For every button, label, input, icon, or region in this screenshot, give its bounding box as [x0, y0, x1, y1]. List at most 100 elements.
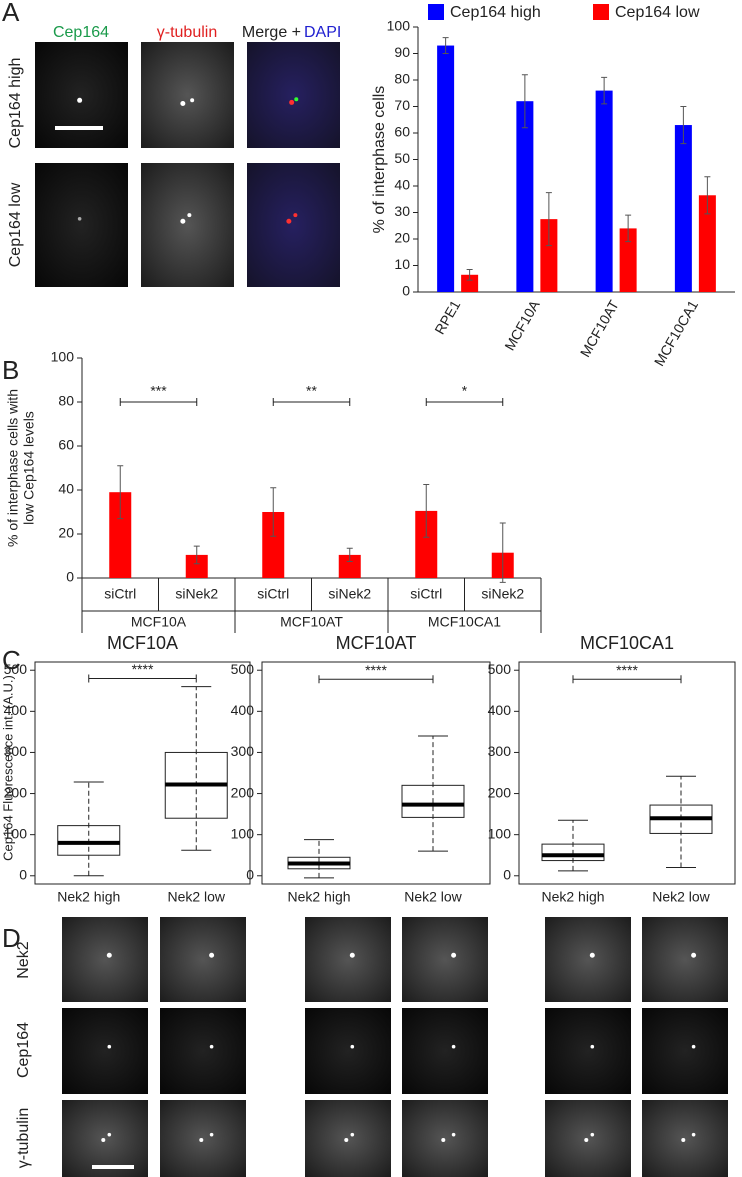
centrosome-spot — [286, 218, 292, 224]
bar — [595, 90, 613, 292]
legend-label: Cep164 high — [450, 4, 541, 21]
panel-letter: A — [2, 0, 20, 27]
centrosome-spot — [441, 1138, 446, 1143]
y-tick-label: 90 — [394, 44, 410, 60]
y-tick-label: 60 — [394, 124, 410, 140]
significance-bracket — [88, 674, 197, 683]
micrograph — [247, 42, 340, 148]
centrosome-spot — [106, 952, 112, 958]
error-bar — [423, 484, 430, 538]
whisker-cap — [181, 686, 212, 851]
centrosome-spot — [451, 1132, 456, 1137]
centrosome-spot — [190, 98, 195, 103]
micrograph — [305, 1008, 391, 1094]
x-tick-label: Nek2 high — [57, 889, 120, 905]
y-tick-label: 400 — [231, 702, 255, 718]
error-bar — [625, 214, 632, 243]
micrograph — [141, 42, 234, 148]
bar — [516, 101, 534, 292]
box — [57, 825, 121, 856]
x-tick-label: Nek2 low — [167, 889, 225, 905]
y-tick-label: 0 — [19, 866, 27, 882]
y-tick-label: 200 — [488, 784, 512, 800]
box — [541, 843, 605, 862]
y-tick-label: 0 — [66, 569, 74, 585]
centrosome-spot — [107, 1044, 112, 1049]
y-tick-label: 80 — [58, 393, 74, 409]
error-bar — [193, 545, 200, 565]
significance-label: * — [462, 383, 468, 399]
centrosome-spot — [451, 1044, 456, 1049]
plot-frame — [518, 661, 736, 885]
x-tick-label: Nek2 low — [652, 889, 710, 905]
legend-label: Cep164 low — [615, 4, 700, 21]
error-bar — [270, 487, 277, 537]
row-label: Cep164 low — [7, 182, 24, 267]
group-label: MCF10AT — [280, 614, 343, 630]
y-tick-label: 200 — [231, 784, 255, 800]
bar — [619, 228, 637, 292]
bar — [185, 554, 208, 578]
micrograph — [642, 1008, 728, 1094]
y-tick-label: 20 — [58, 525, 74, 541]
column-label: Cep164 — [53, 24, 109, 41]
x-tick-label: MCF10CA1 — [651, 297, 702, 369]
micrograph — [141, 163, 234, 287]
row-label: Cep164 — [15, 1022, 32, 1078]
x-tick-label: siNek2 — [328, 586, 371, 602]
bar — [540, 219, 558, 292]
significance-bracket — [572, 675, 682, 684]
error-bar — [442, 37, 449, 54]
bar — [437, 45, 455, 292]
micrograph — [402, 1008, 488, 1094]
x-tick-label: siCtrl — [257, 586, 289, 602]
chart-title: MCF10AT — [336, 633, 417, 653]
micrograph — [642, 1100, 728, 1177]
y-tick-label: 300 — [488, 743, 512, 759]
error-bar — [521, 74, 528, 129]
legend-swatch — [593, 4, 609, 20]
column-label: γ-tubulin — [157, 24, 217, 41]
row-label: Nek2 — [15, 941, 32, 978]
micrograph — [160, 1100, 246, 1177]
y-tick-label: 500 — [4, 661, 28, 677]
chart-title: MCF10CA1 — [580, 633, 674, 653]
x-tick-label: Nek2 high — [287, 889, 350, 905]
centrosome-spot — [350, 1132, 355, 1137]
y-tick-label: 0 — [402, 283, 410, 299]
bar — [461, 274, 479, 292]
significance-bracket — [119, 398, 198, 406]
y-tick-label: 0 — [503, 866, 511, 882]
error-bar — [117, 465, 124, 520]
centrosome-spot — [691, 952, 697, 958]
significance-label: **** — [132, 661, 154, 677]
column-label: DAPI — [304, 24, 341, 41]
micrograph — [402, 1100, 488, 1177]
whisker-cap — [558, 819, 588, 872]
micrograph — [247, 163, 340, 287]
x-tick-label: siCtrl — [410, 586, 442, 602]
plot-frame — [261, 661, 491, 885]
panel-letter: C — [2, 645, 21, 675]
y-tick-label: 100 — [387, 18, 411, 34]
y-tick-label: 40 — [58, 481, 74, 497]
scale-bar — [92, 1165, 134, 1169]
micrograph — [62, 1008, 148, 1094]
bar — [262, 512, 285, 578]
centrosome-spot — [349, 952, 355, 958]
centrosome-spot — [590, 1132, 595, 1137]
micrograph — [545, 917, 631, 1002]
micrograph — [62, 1100, 148, 1177]
y-tick-label: 300 — [231, 743, 255, 759]
y-tick-label: 30 — [394, 203, 410, 219]
centrosome-spot — [77, 97, 83, 103]
y-tick-label: 500 — [488, 661, 512, 677]
centrosome-spot — [590, 1044, 595, 1049]
row-label: γ-tubulin — [15, 1108, 32, 1168]
y-axis-label: % of interphase cells — [371, 86, 388, 234]
micrograph — [160, 917, 246, 1002]
significance-label: **** — [616, 662, 638, 678]
micrograph — [305, 917, 391, 1002]
centrosome-spot — [344, 1138, 349, 1143]
centrosome-spot — [209, 1132, 214, 1137]
